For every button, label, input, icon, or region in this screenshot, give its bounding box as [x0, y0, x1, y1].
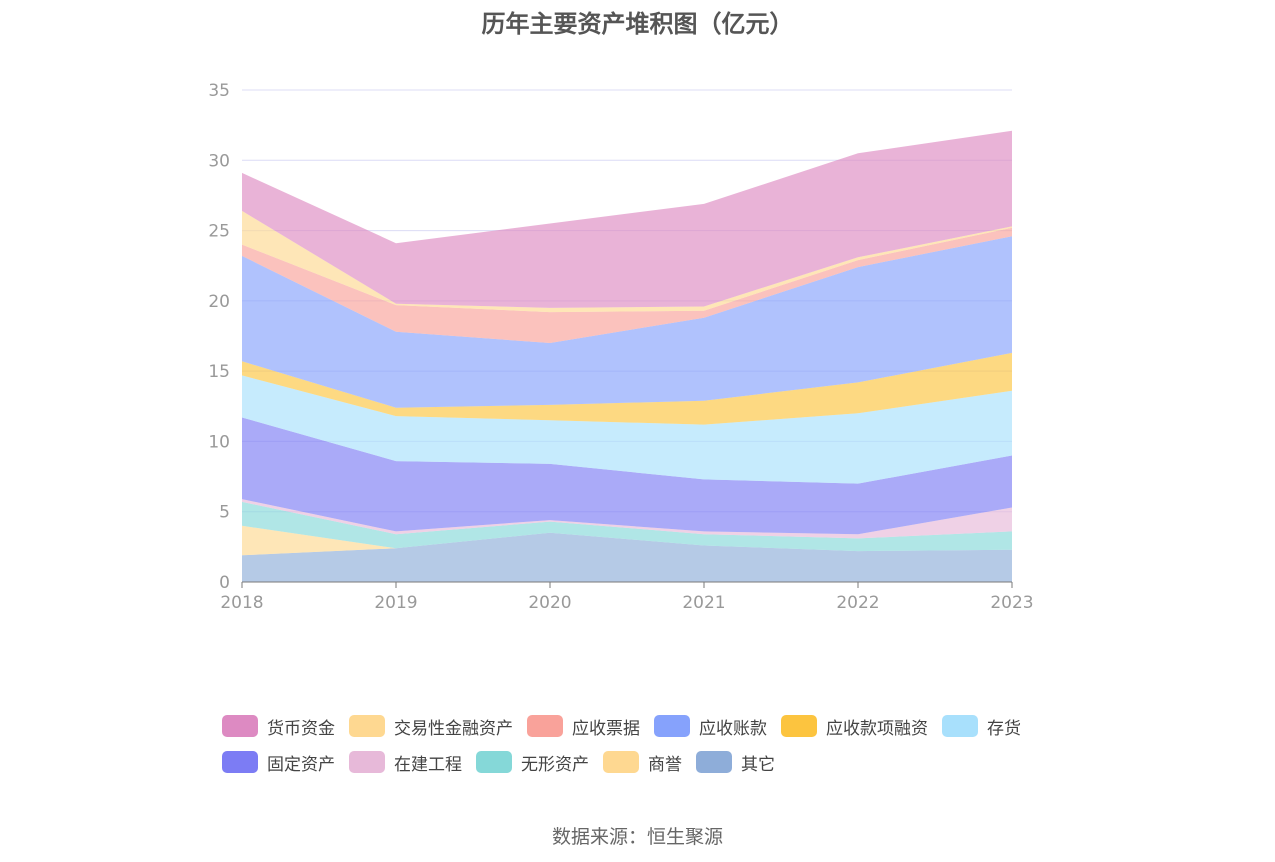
y-tick-label: 35 [208, 81, 230, 101]
x-tick-label: 2020 [528, 593, 571, 613]
chart-title: 历年主要资产堆积图（亿元） [481, 10, 794, 38]
legend-label: 应收票据 [572, 718, 640, 739]
legend-label: 存货 [987, 718, 1021, 739]
x-tick-label: 2019 [374, 593, 417, 613]
area-无形资产 [242, 501, 1012, 552]
area-应收票据 [242, 227, 1012, 343]
legend-label: 应收账款 [699, 718, 767, 739]
y-tick-label: 10 [208, 432, 230, 452]
legend-label: 货币资金 [267, 718, 335, 739]
y-tick-label: 25 [208, 222, 230, 242]
legend: 货币资金 交易性金融资产 应收票据 应收账款 应收款项融资 存货 固定资产 在建工程 无形资产… [222, 708, 1102, 780]
legend-swatch [527, 715, 563, 737]
y-tick-label: 5 [219, 503, 230, 523]
legend-swatch [476, 751, 512, 773]
legend-label: 其它 [741, 754, 775, 775]
y-tick-label: 15 [208, 362, 230, 382]
legend-row-2: 固定资产 在建工程 无形资产 商誉 其它 [222, 744, 1102, 780]
legend-swatch [222, 715, 258, 737]
legend-label: 交易性金融资产 [394, 718, 513, 739]
legend-item[interactable]: 交易性金融资产 [349, 714, 513, 739]
area-应收账款 [242, 236, 1012, 408]
data-source: 数据来源：恒生聚源 [551, 826, 723, 848]
legend-swatch [696, 751, 732, 773]
legend-item[interactable]: 货币资金 [222, 714, 335, 739]
legend-swatch [781, 715, 817, 737]
legend-item[interactable]: 商誉 [603, 750, 682, 775]
legend-swatch [349, 751, 385, 773]
legend-item[interactable]: 固定资产 [222, 750, 335, 775]
legend-item[interactable]: 应收账款 [654, 714, 767, 739]
x-tick-label: 2023 [990, 593, 1033, 613]
area-存货 [242, 375, 1012, 484]
legend-item[interactable]: 应收款项融资 [781, 714, 928, 739]
x-tick-label: 2022 [836, 593, 879, 613]
legend-item[interactable]: 存货 [942, 714, 1021, 739]
area-固定资产 [242, 417, 1012, 535]
legend-item[interactable]: 在建工程 [349, 750, 462, 775]
y-tick-label: 30 [208, 151, 230, 171]
legend-label: 商誉 [648, 754, 682, 775]
legend-label: 应收款项融资 [826, 718, 928, 739]
x-tick-label: 2018 [220, 593, 263, 613]
legend-swatch [603, 751, 639, 773]
legend-label: 无形资产 [521, 754, 589, 775]
y-tick-label: 0 [219, 573, 230, 593]
legend-label: 固定资产 [267, 754, 335, 775]
legend-item[interactable]: 无形资产 [476, 750, 589, 775]
x-tick-label: 2021 [682, 593, 725, 613]
stacked-area-chart: 0 5 10 15 20 25 30 35 2018 2019 2020 2021 2022 2023 [208, 81, 1033, 613]
legend-swatch [349, 715, 385, 737]
legend-item[interactable]: 应收票据 [527, 714, 640, 739]
y-tick-label: 20 [208, 292, 230, 312]
legend-label: 在建工程 [394, 754, 462, 775]
legend-item[interactable]: 其它 [696, 750, 775, 775]
area-应收款项融资 [242, 352, 1012, 425]
legend-row-1: 货币资金 交易性金融资产 应收票据 应收账款 应收款项融资 存货 [222, 708, 1102, 744]
legend-swatch [942, 715, 978, 737]
axes: 0 5 10 15 20 25 30 35 2018 2019 2020 2021 2022 2023 [208, 81, 1033, 613]
area-series [242, 130, 1012, 582]
area-其它 [242, 532, 1012, 582]
legend-swatch [222, 751, 258, 773]
area-货币资金 [242, 130, 1012, 308]
legend-swatch [654, 715, 690, 737]
